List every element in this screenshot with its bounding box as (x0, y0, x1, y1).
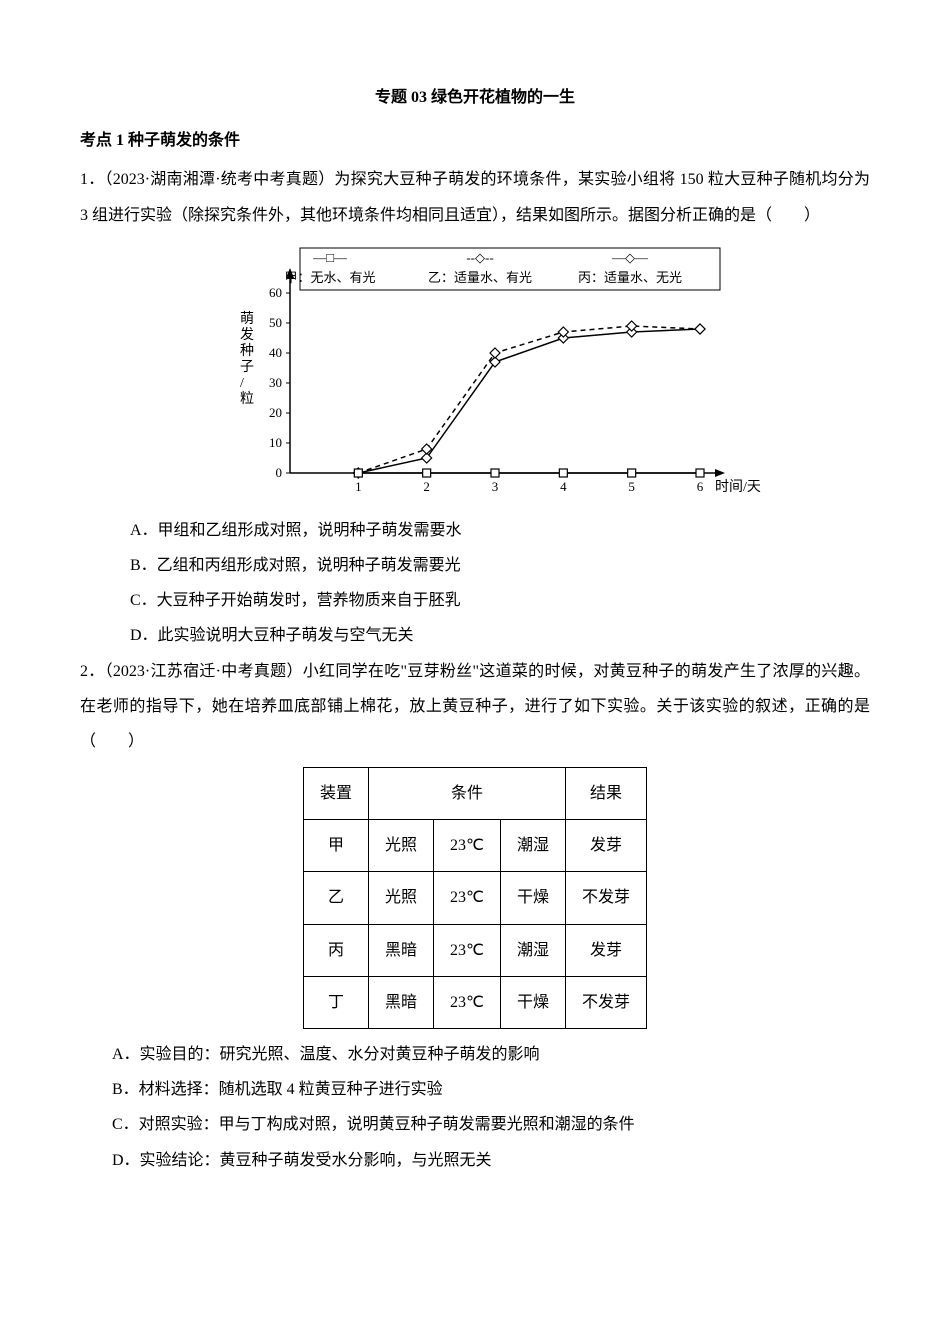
table-cell: 潮湿 (500, 924, 565, 976)
table-row: 甲 光照 23℃ 潮湿 发芽 (303, 820, 646, 872)
svg-text:1: 1 (355, 479, 362, 494)
svg-text:—◇—: —◇— (611, 250, 649, 265)
svg-text:子: 子 (240, 359, 254, 375)
option-d: D．此实验说明大豆种子萌发与空气无关 (130, 618, 870, 653)
svg-text:甲：无水、有光: 甲：无水、有光 (284, 270, 375, 285)
table-cell: 丁 (303, 976, 368, 1028)
table-cell: 23℃ (434, 820, 501, 872)
experiment-table: 装置 条件 结果 甲 光照 23℃ 潮湿 发芽 乙 光照 23℃ 干燥 不发芽 … (303, 767, 647, 1029)
table-cell: 丙 (303, 924, 368, 976)
table-row: 丁 黑暗 23℃ 干燥 不发芽 (303, 976, 646, 1028)
table-header: 装置 (303, 768, 368, 820)
svg-text:/: / (240, 376, 244, 391)
table-cell: 23℃ (434, 872, 501, 924)
svg-text:时间/天: 时间/天 (715, 479, 761, 495)
table-cell: 乙 (303, 872, 368, 924)
svg-text:20: 20 (269, 405, 282, 420)
table-cell: 黑暗 (369, 976, 434, 1028)
table-cell: 不发芽 (566, 872, 647, 924)
question-1-text: 1．（2023·湖南湘潭·统考中考真题）为探究大豆种子萌发的环境条件，某实验小组… (80, 162, 870, 232)
svg-text:5: 5 (628, 479, 635, 494)
table-cell: 甲 (303, 820, 368, 872)
svg-text:40: 40 (269, 345, 282, 360)
table-cell: 潮湿 (500, 820, 565, 872)
svg-text:30: 30 (269, 375, 282, 390)
question-1-options: A．甲组和乙组形成对照，说明种子萌发需要水 B．乙组和丙组形成对照，说明种子萌发… (80, 513, 870, 654)
svg-text:50: 50 (269, 315, 282, 330)
table-row: 丙 黑暗 23℃ 潮湿 发芽 (303, 924, 646, 976)
svg-text:粒: 粒 (240, 391, 254, 407)
svg-text:60: 60 (269, 285, 282, 300)
svg-text:—□—: —□— (312, 250, 348, 265)
option-a: A．实验目的：研究光照、温度、水分对黄豆种子萌发的影响 (112, 1037, 870, 1072)
question-2-options: A．实验目的：研究光照、温度、水分对黄豆种子萌发的影响 B．材料选择：随机选取 … (80, 1037, 870, 1178)
table-header: 结果 (566, 768, 647, 820)
svg-text:--◇--: --◇-- (466, 250, 493, 265)
table-cell: 23℃ (434, 924, 501, 976)
option-a: A．甲组和乙组形成对照，说明种子萌发需要水 (130, 513, 870, 548)
svg-text:6: 6 (697, 479, 704, 494)
table-header-row: 装置 条件 结果 (303, 768, 646, 820)
table-cell: 干燥 (500, 872, 565, 924)
svg-text:4: 4 (560, 479, 567, 494)
document-title: 专题 03 绿色开花植物的一生 (80, 80, 870, 115)
table-cell: 23℃ (434, 976, 501, 1028)
svg-text:种: 种 (240, 343, 254, 359)
option-b: B．乙组和丙组形成对照，说明种子萌发需要光 (130, 548, 870, 583)
svg-text:0: 0 (276, 465, 283, 480)
option-c: C．大豆种子开始萌发时，营养物质来自于胚乳 (130, 583, 870, 618)
option-d: D．实验结论：黄豆种子萌发受水分影响，与光照无关 (112, 1143, 870, 1178)
svg-text:丙：适量水、无光: 丙：适量水、无光 (578, 270, 682, 285)
table-cell: 发芽 (566, 924, 647, 976)
svg-text:发: 发 (240, 327, 254, 343)
table-cell: 发芽 (566, 820, 647, 872)
table-cell: 不发芽 (566, 976, 647, 1028)
chart-figure: 0 10 20 30 40 50 60 1 2 3 4 5 6 萌发种子/粒时间/天 —□— --◇-- —◇—… (220, 243, 780, 503)
svg-text:萌: 萌 (240, 311, 254, 327)
table-cell: 黑暗 (369, 924, 434, 976)
svg-text:10: 10 (269, 435, 282, 450)
svg-text:2: 2 (423, 479, 430, 494)
section-heading: 考点 1 种子萌发的条件 (80, 123, 870, 158)
question-2-text: 2．（2023·江苏宿迁·中考真题）小红同学在吃"豆芽粉丝"这道菜的时候，对黄豆… (80, 654, 870, 760)
table-cell: 干燥 (500, 976, 565, 1028)
option-c: C．对照实验：甲与丁构成对照，说明黄豆种子萌发需要光照和潮湿的条件 (112, 1107, 870, 1142)
svg-text:乙：适量水、有光: 乙：适量水、有光 (428, 270, 532, 285)
table-header: 条件 (369, 768, 566, 820)
option-b: B．材料选择：随机选取 4 粒黄豆种子进行实验 (112, 1072, 870, 1107)
svg-text:3: 3 (492, 479, 499, 494)
table-row: 乙 光照 23℃ 干燥 不发芽 (303, 872, 646, 924)
table-cell: 光照 (369, 820, 434, 872)
table-cell: 光照 (369, 872, 434, 924)
